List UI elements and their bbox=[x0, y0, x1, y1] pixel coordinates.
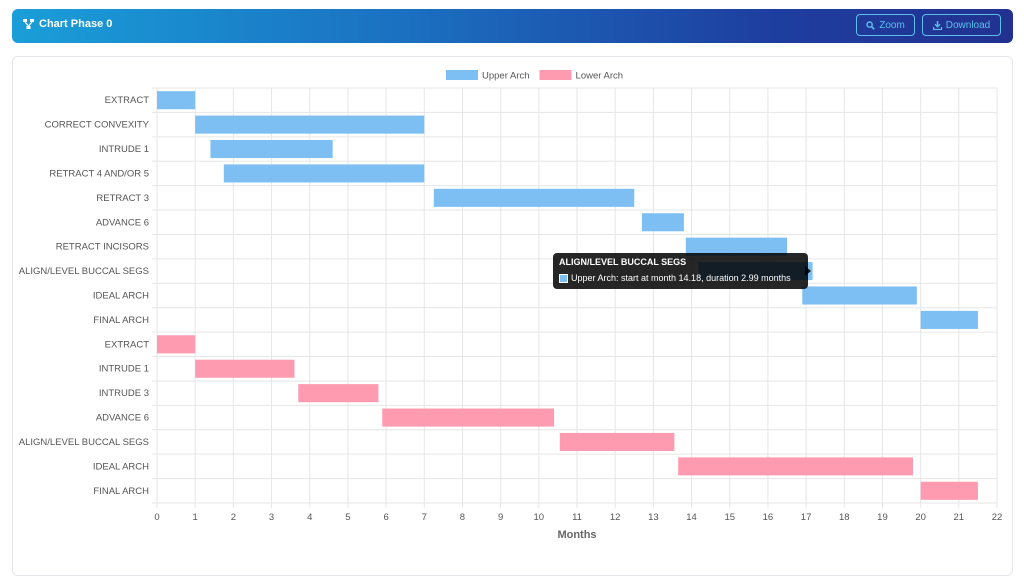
gantt-bar bbox=[678, 457, 913, 476]
x-tick-label: 12 bbox=[610, 512, 621, 523]
gantt-bar bbox=[802, 286, 917, 305]
gantt-bar bbox=[382, 408, 555, 427]
x-tick-label: 19 bbox=[877, 512, 888, 523]
x-tick-label: 4 bbox=[307, 512, 312, 523]
y-tick-label: ADVANCE 6 bbox=[96, 217, 149, 228]
x-tick-label: 10 bbox=[534, 512, 545, 523]
x-tick-label: 7 bbox=[422, 512, 427, 523]
gantt-bar bbox=[223, 164, 425, 183]
x-tick-label: 1 bbox=[193, 512, 198, 523]
tooltip-body: Upper Arch: start at month 14.18, durati… bbox=[571, 273, 791, 283]
x-tick-label: 3 bbox=[269, 512, 274, 523]
header-title-group: Chart Phase 0 bbox=[23, 18, 112, 30]
y-tick-label: RETRACT 4 AND/OR 5 bbox=[49, 168, 149, 179]
zoom-button[interactable]: Zoom bbox=[856, 14, 915, 36]
tooltip-caret bbox=[805, 266, 811, 276]
x-tick-label: 22 bbox=[992, 512, 1003, 523]
y-tick-label: INTRUDE 3 bbox=[99, 388, 149, 399]
gantt-bar bbox=[559, 432, 675, 452]
gantt-bar bbox=[195, 359, 295, 378]
y-tick-label: INTRUDE 1 bbox=[99, 144, 149, 155]
y-tick-label: ALIGN/LEVEL BUCCAL SEGS bbox=[19, 266, 149, 277]
tooltip-body-row: Upper Arch: start at month 14.18, durati… bbox=[559, 272, 802, 284]
gantt-bar bbox=[920, 481, 978, 500]
gantt-chart: EXTRACT CORRECT CONVEXITY INTRUDE 1 RETRACT… bbox=[19, 70, 1003, 541]
legend-label: Upper Arch bbox=[482, 71, 530, 82]
y-tick-label: EXTRACT bbox=[105, 95, 150, 106]
chart-tooltip: ALIGN/LEVEL BUCCAL SEGS Upper Arch: star… bbox=[553, 253, 808, 289]
chart-card bbox=[12, 56, 1013, 576]
gantt-bar bbox=[298, 384, 379, 403]
x-tick-label: 21 bbox=[954, 512, 965, 523]
x-tick-label: 5 bbox=[345, 512, 350, 523]
chart-header: Chart Phase 0 Zoom Download bbox=[12, 9, 1013, 43]
tooltip-swatch bbox=[559, 273, 568, 283]
y-tick-label: ALIGN/LEVEL BUCCAL SEGS bbox=[19, 437, 149, 448]
download-button[interactable]: Download bbox=[922, 14, 1001, 36]
y-tick-label: FINAL ARCH bbox=[93, 315, 149, 326]
x-tick-label: 15 bbox=[724, 512, 735, 523]
gantt-bar bbox=[641, 213, 684, 232]
gantt-bar bbox=[157, 335, 196, 354]
x-tick-label: 17 bbox=[801, 512, 812, 523]
x-tick-label: 8 bbox=[460, 512, 465, 523]
y-tick-label: ADVANCE 6 bbox=[96, 413, 149, 424]
x-tick-label: 6 bbox=[383, 512, 388, 523]
y-tick-label: FINAL ARCH bbox=[93, 486, 149, 497]
sitemap-icon bbox=[23, 19, 34, 29]
x-axis-label: Months bbox=[557, 529, 596, 541]
x-tick-label: 0 bbox=[154, 512, 159, 523]
x-tick-label: 18 bbox=[839, 512, 850, 523]
y-tick-label: RETRACT 3 bbox=[96, 193, 149, 204]
gantt-bar bbox=[195, 115, 425, 134]
x-tick-label: 20 bbox=[915, 512, 926, 523]
legend-swatch bbox=[446, 70, 478, 80]
x-tick-label: 16 bbox=[763, 512, 774, 523]
search-icon bbox=[866, 20, 876, 30]
y-tick-label: INTRUDE 1 bbox=[99, 364, 149, 375]
gantt-bar bbox=[433, 188, 635, 207]
download-button-label: Download bbox=[945, 19, 991, 31]
gantt-bar bbox=[685, 237, 787, 256]
y-tick-label: IDEAL ARCH bbox=[93, 291, 149, 302]
y-tick-label: CORRECT CONVEXITY bbox=[45, 120, 150, 131]
y-tick-label: IDEAL ARCH bbox=[93, 461, 149, 472]
y-tick-label: EXTRACT bbox=[105, 339, 150, 350]
x-tick-label: 11 bbox=[572, 512, 582, 523]
download-icon bbox=[932, 20, 942, 30]
x-tick-label: 2 bbox=[231, 512, 236, 523]
page-title: Chart Phase 0 bbox=[39, 18, 113, 30]
gantt-bar bbox=[157, 91, 196, 110]
y-tick-label: RETRACT INCISORS bbox=[56, 242, 149, 253]
legend-label: Lower Arch bbox=[576, 71, 624, 82]
legend-swatch bbox=[539, 70, 572, 80]
gantt-bar bbox=[210, 139, 333, 159]
x-tick-label: 13 bbox=[648, 512, 659, 523]
zoom-button-label: Zoom bbox=[879, 19, 905, 31]
x-tick-label: 14 bbox=[686, 512, 697, 523]
x-tick-label: 9 bbox=[498, 512, 503, 523]
gantt-bar bbox=[920, 310, 978, 329]
tooltip-title: ALIGN/LEVEL BUCCAL SEGS bbox=[559, 257, 687, 267]
